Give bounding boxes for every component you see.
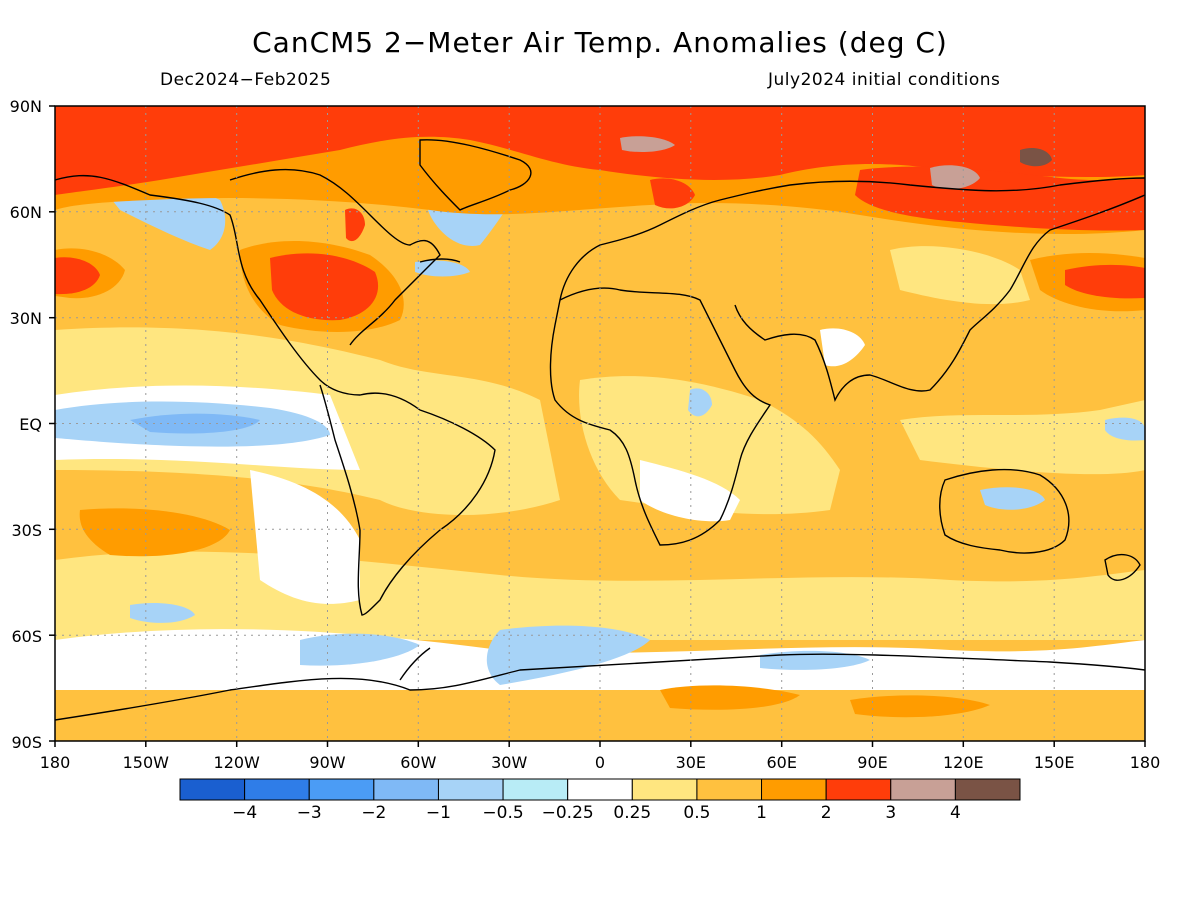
colorbar-swatch <box>373 778 439 801</box>
colorbar-swatches <box>179 778 1021 801</box>
initial-conditions: July2024 initial conditions <box>768 70 1001 90</box>
colorbar-tick-label: −2 <box>361 803 386 823</box>
coastlines <box>55 139 1145 721</box>
colorbar-tick-label: 2 <box>821 803 832 823</box>
colorbar-labels: −4 −3 −2 −1 −0.5 −0.25 0.25 0.5 1 2 3 4 <box>232 803 961 823</box>
lon-tick-label: 30W <box>491 753 527 772</box>
longitude-labels: 180 150W 120W 90W 60W 30W 0 30E 60E 90E … <box>40 753 1161 772</box>
colorbar-swatch <box>890 778 956 801</box>
forecast-period: Dec2024−Feb2025 <box>160 70 332 90</box>
lat-tick-label: EQ <box>19 415 42 434</box>
colorbar-swatch <box>761 778 827 801</box>
colorbar-swatch <box>954 778 1021 801</box>
colorbar-tick-label: 4 <box>950 803 961 823</box>
colorbar-swatch <box>825 778 892 801</box>
lat-tick-label: 30N <box>10 309 42 328</box>
grid-lines <box>55 106 1145 741</box>
lat-tick-label: 60N <box>10 203 42 222</box>
lat-tick-label: 90N <box>10 97 42 116</box>
lon-tick-label: 180 <box>40 753 71 772</box>
colorbar-tick-label: −0.5 <box>482 803 523 823</box>
lon-tick-label: 90W <box>309 753 345 772</box>
lat-tick-label: 60S <box>11 627 42 646</box>
lon-tick-label: 60E <box>766 753 796 772</box>
colorbar-tick-label: 3 <box>885 803 896 823</box>
colorbar-tick-label: −4 <box>232 803 257 823</box>
map-title: CanCM5 2−Meter Air Temp. Anomalies (deg … <box>252 26 948 59</box>
colorbar-tick-label: −3 <box>297 803 322 823</box>
colorbar-swatch <box>308 778 375 801</box>
colorbar-tick-label: −1 <box>426 803 451 823</box>
lon-tick-label: 150W <box>123 753 170 772</box>
lon-tick-label: 30E <box>676 753 706 772</box>
colorbar-swatch <box>502 778 569 801</box>
lon-tick-label: 90E <box>857 753 887 772</box>
colorbar-swatch <box>696 778 763 801</box>
colorbar-swatch <box>179 778 246 801</box>
lon-tick-label: 120E <box>943 753 984 772</box>
lon-tick-label: 120W <box>214 753 261 772</box>
lon-tick-label: 0 <box>595 753 605 772</box>
colorbar-swatch <box>244 778 310 801</box>
colorbar-swatch <box>631 778 698 801</box>
latitude-labels: 90N 60N 30N EQ 30S 60S 90S <box>10 97 42 752</box>
lat-tick-label: 30S <box>11 521 42 540</box>
axis-ticks <box>49 105 1146 747</box>
colorbar-tick-label: 1 <box>756 803 767 823</box>
colorbar-tick-label: 0.5 <box>683 803 710 823</box>
colorbar-swatch <box>437 778 504 801</box>
lon-tick-label: 150E <box>1034 753 1075 772</box>
lon-tick-label: 180 <box>1130 753 1161 772</box>
colorbar-tick-label: −0.25 <box>542 803 594 823</box>
lat-tick-label: 90S <box>11 733 42 752</box>
colorbar-swatch <box>567 778 633 801</box>
colorbar-tick-label: 0.25 <box>613 803 651 823</box>
colorbar: −4 −3 −2 −1 −0.5 −0.25 0.25 0.5 1 2 3 4 <box>179 778 1021 823</box>
lon-tick-label: 60W <box>400 753 436 772</box>
